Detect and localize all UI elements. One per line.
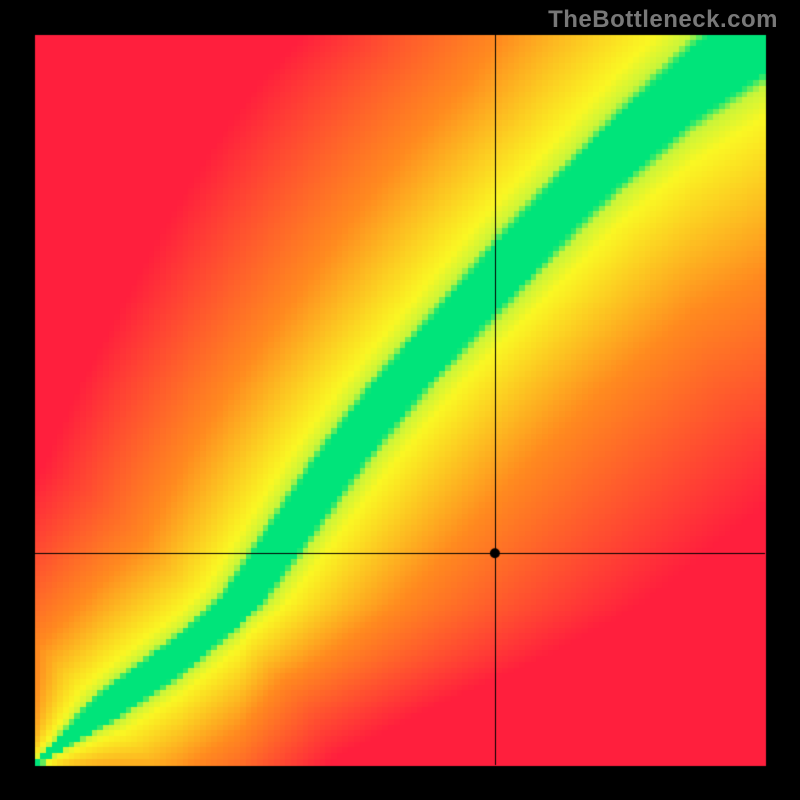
watermark-text: TheBottleneck.com: [548, 6, 778, 34]
bottleneck-heatmap: [0, 0, 800, 800]
